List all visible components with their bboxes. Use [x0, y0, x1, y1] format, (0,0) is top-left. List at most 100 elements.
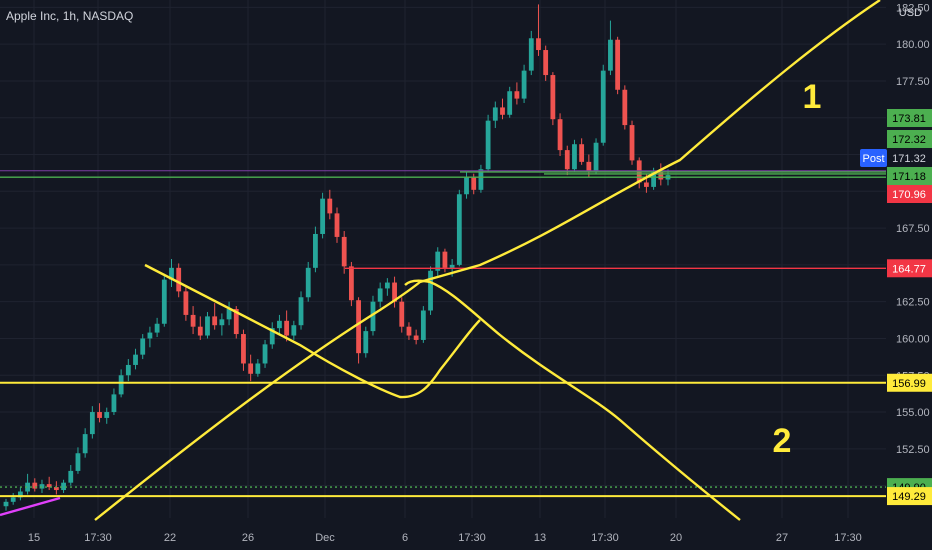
- price-label-bg: [887, 373, 932, 392]
- candle-body: [600, 70, 606, 143]
- candle-body: [248, 363, 254, 374]
- candle-body: [579, 144, 585, 162]
- candle-body: [25, 482, 30, 492]
- time-tick-label: 17:30: [591, 532, 619, 544]
- price-label-170.96: 170.96: [892, 189, 926, 201]
- candle-body: [507, 91, 513, 115]
- price-label-173.81: 173.81: [892, 113, 926, 125]
- candle-body: [471, 176, 477, 190]
- candle-body: [608, 39, 613, 71]
- candle-body: [622, 89, 628, 126]
- candle-body: [241, 334, 246, 364]
- candle-body: [363, 331, 369, 354]
- candle-body: [61, 482, 66, 491]
- time-tick-label: 13: [534, 532, 546, 544]
- post-tag-label: Post: [862, 153, 884, 165]
- candle-body: [456, 194, 462, 265]
- price-label-bg: [887, 130, 932, 148]
- price-tick-label: 162.50: [896, 297, 930, 309]
- candle-body: [356, 300, 361, 354]
- candle-body: [543, 50, 549, 76]
- candle-body: [10, 497, 16, 502]
- candle-body: [305, 267, 311, 298]
- time-tick-label: 26: [242, 532, 254, 544]
- candle-body: [140, 338, 146, 355]
- candle-body: [233, 309, 239, 335]
- candle-body: [485, 120, 491, 170]
- candle-body: [169, 267, 174, 280]
- grid: [0, 0, 886, 518]
- candle-body: [277, 320, 282, 329]
- candle-body: [528, 38, 534, 71]
- candle-body: [334, 213, 340, 237]
- currency-label: USD: [898, 7, 922, 19]
- candle-body: [133, 354, 138, 365]
- candle-body: [406, 326, 412, 336]
- time-axis-bg: [0, 524, 886, 550]
- trend-drawings: [0, 0, 881, 521]
- time-tick-label: 17:30: [84, 532, 112, 544]
- candle-body: [190, 314, 196, 327]
- candle-body: [17, 491, 23, 498]
- price-label-149.29: 149.29: [892, 491, 926, 503]
- price-label-bg: [887, 185, 932, 203]
- candle-body: [586, 161, 592, 171]
- candle-body: [97, 412, 102, 418]
- candle-body: [125, 364, 131, 376]
- curve-2-arc: [404, 279, 741, 521]
- price-tick-label: 152.50: [896, 444, 930, 456]
- candle-body: [449, 264, 455, 268]
- annotations: 12: [773, 78, 822, 460]
- candle-body: [384, 282, 390, 289]
- time-tick-label: Dec: [315, 532, 335, 544]
- price-label-172.32: 172.32: [892, 134, 926, 146]
- price-tick-label: 167.50: [896, 223, 930, 235]
- pink-segment: [0, 496, 61, 517]
- time-tick-label: 17:30: [458, 532, 486, 544]
- candle-body: [68, 470, 74, 483]
- time-tick-label: 17:30: [834, 532, 862, 544]
- price-label-164.77: 164.77: [892, 263, 926, 275]
- candle-body: [413, 335, 419, 340]
- price-label-bg: [887, 109, 932, 127]
- candle-body: [557, 119, 563, 151]
- candle-body: [197, 326, 203, 336]
- price-tick-label: 180.00: [896, 39, 930, 51]
- candle-body: [75, 453, 81, 471]
- candle-body: [320, 198, 326, 234]
- candle-body: [392, 282, 397, 302]
- price-tick-label: 182.50: [896, 2, 930, 14]
- candle-body: [536, 38, 541, 51]
- price-label-156.99: 156.99: [892, 378, 926, 390]
- candle-body: [521, 70, 527, 99]
- time-tick-label: 6: [402, 532, 408, 544]
- trendline-1-rising: [94, 0, 881, 521]
- candle-body: [46, 484, 52, 488]
- candle-body: [53, 487, 59, 491]
- candle-body: [284, 320, 290, 336]
- candle-body: [104, 412, 110, 418]
- price-label-bg: [887, 149, 932, 167]
- candle-body: [348, 266, 354, 301]
- price-tick-label: 177.50: [896, 76, 930, 88]
- annotation-2: 2: [773, 422, 792, 460]
- candle-body: [644, 182, 649, 187]
- candle-body: [629, 125, 635, 161]
- candle-body: [219, 319, 225, 326]
- candle-body: [435, 251, 441, 271]
- price-tick-label: 160.00: [896, 333, 930, 345]
- candle-body: [500, 107, 505, 115]
- price-tick-label: 155.00: [896, 407, 930, 419]
- horizontal-levels: [0, 170, 886, 498]
- trendline-falling: [144, 263, 481, 399]
- annotation-1: 1: [803, 78, 822, 116]
- candle-body: [3, 501, 9, 507]
- post-tag-bg: [860, 149, 887, 167]
- time-axis[interactable]: 15 17:30 22 26 Dec 6 17:30 13 17:30 20 27 17:30: [0, 524, 886, 550]
- price-label-bg: [887, 259, 932, 278]
- candle-body: [327, 198, 333, 214]
- candle-body: [212, 316, 218, 326]
- price-label-171.18: 171.18: [892, 171, 926, 183]
